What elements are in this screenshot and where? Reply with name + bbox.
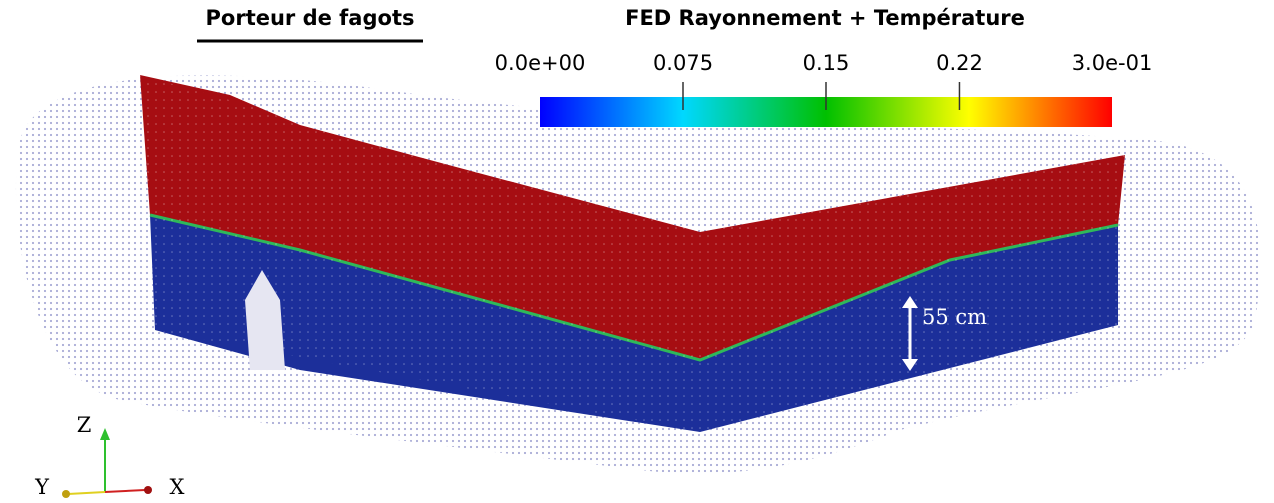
colorbar-tick-label: 0.075	[653, 51, 713, 75]
x-axis	[104, 489, 146, 493]
y-axis	[67, 491, 106, 495]
opening	[245, 270, 285, 370]
title: Porteur de fagots	[206, 6, 415, 30]
wall-mesh	[140, 75, 1125, 432]
x-arrow	[144, 486, 152, 494]
z-arrow	[100, 428, 110, 440]
x-label: X	[170, 475, 185, 499]
colorbar-tick-label: 0.15	[803, 51, 850, 75]
colorbar-max-label: 3.0e-01	[1072, 51, 1153, 75]
colorbar-min-label: 0.0e+00	[495, 51, 586, 75]
dimension-label: 55 cm	[922, 305, 987, 329]
y-arrow	[62, 490, 70, 498]
colorbar-tick-label: 0.22	[936, 51, 983, 75]
z-label: Z	[77, 413, 92, 437]
y-label: Y	[34, 475, 50, 499]
colorbar-title: FED Rayonnement + Température	[625, 6, 1025, 30]
